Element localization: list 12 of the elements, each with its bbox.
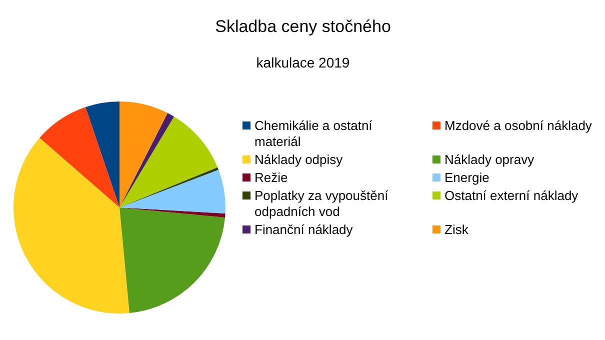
legend-label: Chemikálie a ostatní materiál: [254, 118, 373, 149]
legend-label: Náklady odpisy: [254, 152, 344, 167]
legend-label: Energie: [444, 170, 490, 185]
legend-label: Mzdové a osobní náklady: [444, 118, 592, 133]
legend-label: Náklady opravy: [444, 152, 535, 167]
legend-label: Ostatní externí náklady: [444, 188, 579, 203]
chart-title: Skladba ceny stočného: [215, 17, 391, 36]
legend-label: Zisk: [444, 222, 469, 237]
legend-label: Poplatky za vypouštění odpadních vod: [254, 188, 389, 219]
legend-label: Finanční náklady: [254, 222, 354, 237]
chart-subtitle: kalkulace 2019: [256, 54, 350, 70]
legend-label: Režie: [254, 170, 288, 185]
